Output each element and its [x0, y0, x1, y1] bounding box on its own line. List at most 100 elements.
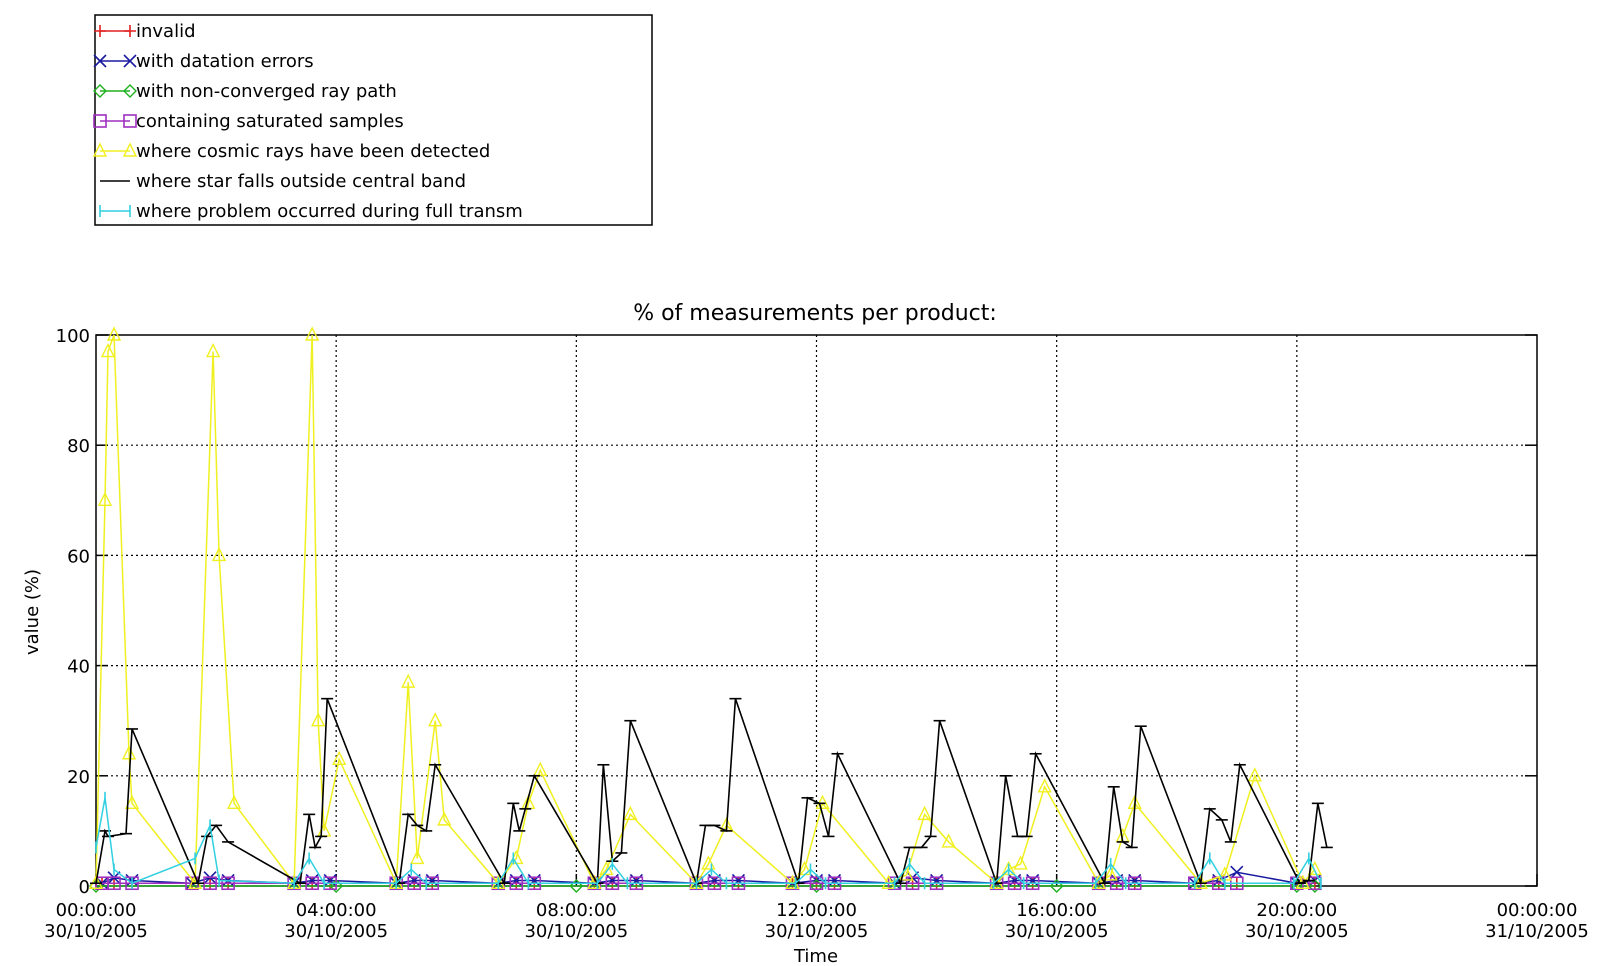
- x-tick-date-1: 30/10/2005: [284, 921, 388, 942]
- y-tick-label-4: 80: [67, 436, 90, 457]
- legend-marker-start: [93, 54, 107, 68]
- data-point-with-non-converged-ray-path-2: [569, 879, 584, 893]
- legend-entry-where-star-falls-outside-central-band: where star falls outside central band: [100, 171, 466, 192]
- data-point-where-cosmic-rays-have-been-detected-4: [121, 745, 137, 760]
- x-axis: 00:00:0030/10/200504:00:0030/10/200508:0…: [44, 874, 1589, 942]
- data-point-where-cosmic-rays-have-been-detected-45: [1193, 874, 1208, 889]
- legend-marker-end: [123, 114, 137, 128]
- chart-title: % of measurements per product:: [633, 301, 997, 326]
- data-point-where-cosmic-rays-have-been-detected-32: [815, 794, 830, 810]
- x-tick-time-2: 08:00:00: [536, 900, 617, 921]
- legend-label: where problem occurred during full trans…: [136, 201, 523, 222]
- data-point-where-cosmic-rays-have-been-detected-3: [106, 326, 122, 341]
- series-line-where-cosmic-rays-have-been-detected: [95, 334, 1316, 886]
- data-point-containing-saturated-samples-10: [407, 876, 422, 891]
- series-line-where-problem-occurred-during-full-transm: [95, 797, 1322, 885]
- data-point-containing-saturated-samples-5: [221, 876, 235, 891]
- data-point-where-cosmic-rays-have-been-detected-33: [881, 874, 896, 889]
- y-tick-label-5: 100: [56, 326, 90, 347]
- grid: [96, 335, 1537, 886]
- data-point-where-cosmic-rays-have-been-detected-26: [623, 805, 638, 821]
- x-tick-date-3: 30/10/2005: [765, 921, 869, 942]
- x-tick-time-6: 00:00:00: [1497, 900, 1578, 921]
- y-tick-label-2: 40: [67, 657, 90, 678]
- data-point-where-cosmic-rays-have-been-detected-28: [701, 855, 716, 870]
- x-tick-date-2: 30/10/2005: [524, 921, 628, 942]
- legend-marker-start: [93, 84, 107, 98]
- data-point-where-cosmic-rays-have-been-detected-11: [305, 326, 320, 341]
- series-group: [88, 326, 1333, 893]
- data-point-where-cosmic-rays-have-been-detected-7: [205, 342, 221, 358]
- data-point-where-cosmic-rays-have-been-detected-19: [437, 811, 452, 826]
- legend: invalid with datation errors with non-conv…: [92, 14, 653, 226]
- y-tick-label-1: 20: [67, 767, 90, 788]
- data-point-containing-saturated-samples-28: [1007, 876, 1022, 891]
- data-point-with-datation-errors-35: [1230, 865, 1244, 879]
- legend-marker-start: [94, 25, 106, 37]
- data-point-where-cosmic-rays-have-been-detected-8: [211, 546, 227, 562]
- series-where-star-falls-outside-central-band: [90, 697, 1333, 887]
- x-tick-date-5: 30/10/2005: [1245, 921, 1349, 942]
- data-point-containing-saturated-samples-7: [305, 876, 319, 891]
- data-point-containing-saturated-samples-25: [905, 876, 920, 891]
- data-point-containing-saturated-samples-13: [509, 876, 524, 891]
- data-point-where-cosmic-rays-have-been-detected-14: [332, 750, 347, 765]
- series-where-problem-occurred-during-full-transm: [95, 791, 1322, 890]
- data-point-where-cosmic-rays-have-been-detected-23: [533, 761, 548, 776]
- y-axis: 0 20 40 60 80 100: [56, 326, 1537, 898]
- legend-marker-end: [122, 142, 138, 157]
- legend-label: invalid: [136, 21, 196, 42]
- legend-label: with non-converged ray path: [136, 81, 397, 102]
- data-point-where-cosmic-rays-have-been-detected-1: [97, 491, 113, 506]
- legend-label: containing saturated samples: [136, 111, 404, 132]
- x-tick-date-0: 30/10/2005: [44, 921, 148, 942]
- y-tick-label-0: 0: [79, 877, 90, 898]
- legend-entry-with-non-converged-ray-path: with non-converged ray path: [93, 81, 397, 102]
- legend-label: where star falls outside central band: [136, 171, 466, 192]
- data-point-containing-saturated-samples-1: [107, 876, 121, 891]
- legend-entry-where-problem-occurred-during-full-transm: where problem occurred during full trans…: [99, 201, 523, 222]
- data-point-where-cosmic-rays-have-been-detected-16: [401, 673, 416, 688]
- data-point-where-cosmic-rays-have-been-detected-47: [1247, 767, 1262, 782]
- legend-entry-where-cosmic-rays-have-been-detected: where cosmic rays have been detected: [92, 141, 490, 162]
- data-point-where-cosmic-rays-have-been-detected-35: [917, 805, 932, 821]
- data-point-with-non-converged-ray-path-1: [329, 879, 344, 893]
- x-axis-label: Time: [793, 946, 838, 966]
- x-tick-time-4: 16:00:00: [1016, 900, 1097, 921]
- legend-marker-end: [123, 84, 137, 98]
- data-point-where-cosmic-rays-have-been-detected-39: [1013, 855, 1028, 870]
- series-where-cosmic-rays-have-been-detected: [88, 326, 1322, 889]
- data-point-containing-saturated-samples-4: [203, 876, 217, 891]
- legend-label: where cosmic rays have been detected: [136, 141, 490, 162]
- x-tick-time-0: 00:00:00: [56, 900, 137, 921]
- data-point-containing-saturated-samples-19: [707, 876, 722, 891]
- legend-entry-containing-saturated-samples: containing saturated samples: [93, 111, 404, 132]
- data-point-where-cosmic-rays-have-been-detected-36: [941, 833, 956, 848]
- data-point-where-cosmic-rays-have-been-detected-12: [311, 712, 326, 727]
- legend-entry-invalid: invalid: [94, 21, 196, 42]
- data-point-where-cosmic-rays-have-been-detected-9: [226, 794, 242, 810]
- data-point-with-non-converged-ray-path-6: [1307, 879, 1322, 893]
- data-point-containing-saturated-samples-31: [1109, 876, 1124, 891]
- data-point-where-cosmic-rays-have-been-detected-18: [428, 712, 443, 727]
- data-point-where-cosmic-rays-have-been-detected-42: [1103, 866, 1118, 881]
- data-point-with-non-converged-ray-path-3: [809, 879, 824, 893]
- data-point-containing-saturated-samples-22: [809, 876, 824, 891]
- data-point-where-cosmic-rays-have-been-detected-0: [88, 874, 104, 889]
- y-tick-label-3: 60: [67, 546, 90, 567]
- legend-marker-end: [123, 54, 137, 68]
- legend-label: with datation errors: [136, 51, 314, 72]
- x-tick-date-6: 31/10/2005: [1485, 921, 1589, 942]
- x-tick-time-1: 04:00:00: [296, 900, 377, 921]
- legend-entry-with-datation-errors: with datation errors: [93, 51, 314, 72]
- legend-marker-start: [93, 114, 107, 128]
- x-tick-date-4: 30/10/2005: [1005, 921, 1109, 942]
- legend-box: [94, 14, 653, 226]
- y-axis-label: value (%): [22, 569, 43, 655]
- data-point-where-cosmic-rays-have-been-detected-2: [100, 342, 116, 358]
- x-tick-time-5: 20:00:00: [1256, 900, 1337, 921]
- x-tick-time-3: 12:00:00: [776, 900, 857, 921]
- data-point-where-cosmic-rays-have-been-detected-17: [410, 849, 425, 865]
- legend-marker-end: [124, 25, 136, 37]
- legend-marker-start: [92, 142, 108, 157]
